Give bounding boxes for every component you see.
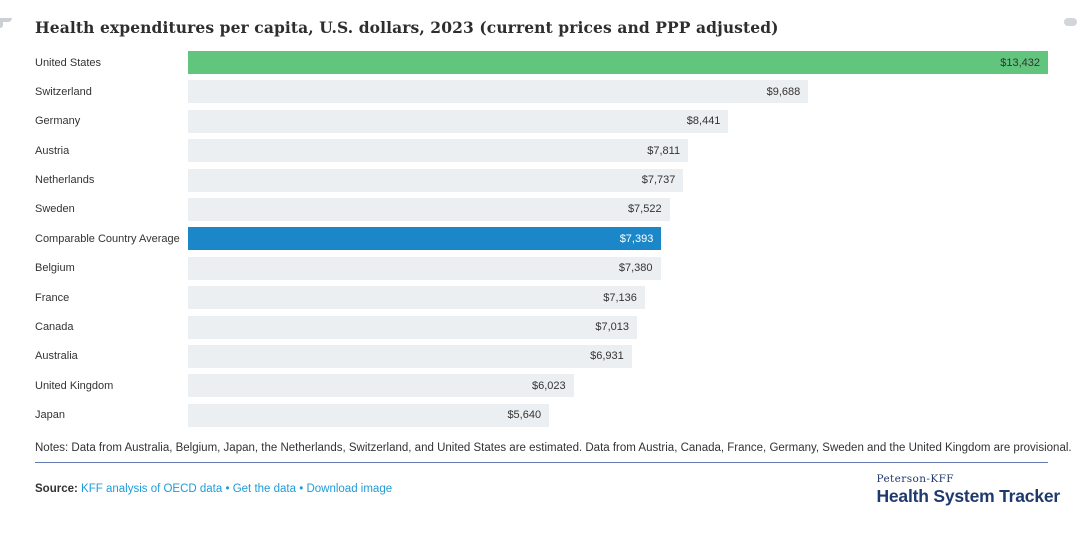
logo-health-system-tracker: Health System Tracker	[876, 485, 1060, 506]
bar-australia[interactable]: $6,931	[188, 344, 632, 368]
source-link-download-image[interactable]: Download image	[306, 482, 393, 495]
bar-track: $7,013	[188, 315, 1048, 339]
bar-comparable-country-average[interactable]: $7,393	[188, 227, 662, 251]
bar-track: $8,441	[188, 109, 1048, 133]
chart-row: United States $13,432	[35, 51, 1048, 74]
bar-track: $7,393	[188, 227, 1048, 251]
bar-france[interactable]: $7,136	[188, 286, 645, 310]
bar-track: $6,931	[188, 344, 1048, 368]
bar-track: $7,380	[188, 256, 1048, 280]
value-label-france: $7,136	[603, 291, 637, 304]
chart-row: Germany $8,441	[35, 109, 1048, 133]
value-label-netherlands: $7,737	[641, 174, 676, 187]
source-label: Source:	[35, 482, 78, 495]
bar-chart: United States $13,432 Switzerland $9,688 Ger…	[35, 51, 1048, 427]
bar-sweden[interactable]: $7,522	[188, 197, 670, 221]
bar-belgium[interactable]: $7,380	[188, 256, 661, 280]
value-label-belgium: $7,380	[618, 262, 653, 275]
value-label-united-kingdom: $6,023	[531, 379, 566, 392]
bullet-separator: •	[225, 482, 230, 495]
bar-united-states[interactable]: $13,432	[188, 51, 1048, 74]
category-label-comparable-country-average: Comparable Country Average	[35, 232, 180, 245]
bar-track: $6,023	[188, 374, 1048, 398]
chart-row: Belgium $7,380	[35, 256, 1048, 280]
category-label-germany: Germany	[35, 115, 81, 128]
value-label-comparable-country-average: $7,393	[619, 232, 654, 245]
divider-line	[35, 461, 1048, 463]
logo-peterson-kff: Peterson-KFF	[876, 472, 954, 485]
bar-austria[interactable]: $7,811	[188, 139, 689, 163]
value-label-japan: $5,640	[507, 409, 542, 422]
bar-switzerland[interactable]: $9,688	[188, 80, 809, 104]
category-label-canada: Canada	[35, 321, 74, 334]
chart-row: Japan $5,640	[35, 403, 1048, 427]
value-label-united-states: $13,432	[1000, 56, 1040, 69]
chart-row: Netherlands $7,737	[35, 168, 1048, 192]
bar-japan[interactable]: $5,640	[188, 403, 550, 427]
source-link-kff-analysis-of-oecd-data[interactable]: KFF analysis of OECD data	[81, 482, 223, 495]
footer: Source: KFF analysis of OECD data • Get …	[35, 467, 1060, 506]
bar-canada[interactable]: $7,013	[188, 315, 638, 339]
category-label-sweden: Sweden	[35, 203, 75, 216]
category-label-france: France	[35, 291, 70, 304]
category-label-australia: Australia	[35, 350, 78, 363]
value-label-germany: $8,441	[686, 115, 721, 128]
chart-row: United Kingdom $6,023	[35, 374, 1048, 398]
category-label-belgium: Belgium	[35, 262, 75, 275]
bar-track: $7,737	[188, 168, 1048, 192]
bar-track: $7,136	[188, 286, 1048, 310]
bar-netherlands[interactable]: $7,737	[188, 168, 684, 192]
value-label-sweden: $7,522	[627, 203, 662, 216]
bar-track: $5,640	[188, 403, 1048, 427]
bar-track: $7,522	[188, 197, 1048, 221]
window-corner-artifact	[0, 18, 3, 28]
category-label-united-kingdom: United Kingdom	[35, 379, 114, 392]
window-corner-artifact	[0, 18, 12, 22]
chart-title: Health expenditures per capita, U.S. dol…	[35, 18, 779, 37]
category-label-united-states: United States	[35, 56, 102, 69]
chart-notes: Notes: Data from Australia, Belgium, Jap…	[35, 441, 1072, 454]
chart-row: France $7,136	[35, 286, 1048, 310]
source-link-get-the-data[interactable]: Get the data	[232, 482, 297, 495]
source-line: Source: KFF analysis of OECD data • Get …	[35, 467, 392, 495]
scrollbar-thumb[interactable]	[1064, 18, 1077, 26]
chart-row: Comparable Country Average $7,393	[35, 227, 1048, 251]
category-label-austria: Austria	[35, 144, 70, 157]
bar-united-kingdom[interactable]: $6,023	[188, 374, 574, 398]
bar-germany[interactable]: $8,441	[188, 109, 729, 133]
category-label-netherlands: Netherlands	[35, 174, 95, 187]
chart-row: Switzerland $9,688	[35, 80, 1048, 104]
bar-track: $7,811	[188, 139, 1048, 163]
bar-track: $13,432	[188, 51, 1048, 74]
value-label-switzerland: $9,688	[766, 85, 801, 98]
bullet-separator: •	[299, 482, 304, 495]
chart-row: Sweden $7,522	[35, 197, 1048, 221]
bar-track: $9,688	[188, 80, 1048, 104]
chart-row: Austria $7,811	[35, 139, 1048, 163]
value-label-canada: $7,013	[595, 321, 630, 334]
value-label-austria: $7,811	[647, 144, 681, 157]
value-label-australia: $6,931	[590, 350, 624, 363]
category-label-switzerland: Switzerland	[35, 85, 92, 98]
chart-row: Australia $6,931	[35, 344, 1048, 368]
chart-row: Canada $7,013	[35, 315, 1048, 339]
category-label-japan: Japan	[35, 409, 65, 422]
brand-logo[interactable]: Peterson-KFF Health System Tracker	[876, 467, 1060, 506]
